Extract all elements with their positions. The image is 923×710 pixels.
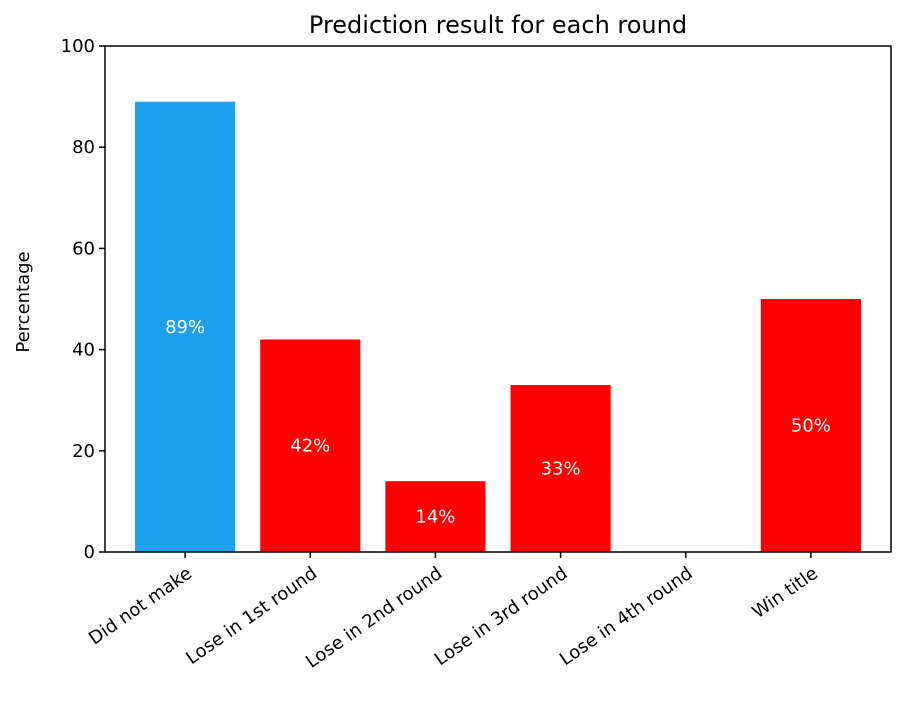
y-tick-label-2: 40 bbox=[72, 340, 95, 361]
bars-group bbox=[135, 101, 861, 552]
x-tick-label-3: Lose in 3rd round bbox=[431, 563, 572, 670]
bar-2 bbox=[385, 481, 486, 552]
x-tick-label-5: Win title bbox=[749, 563, 822, 623]
bar-5 bbox=[760, 299, 861, 552]
bar-value-label-2: 14% bbox=[415, 507, 455, 528]
plot-area-frame bbox=[104, 45, 892, 553]
x-tick-label-1: Lose in 1st round bbox=[182, 563, 321, 669]
y-axis-label: Percentage bbox=[13, 251, 34, 352]
y-tick-label-1: 20 bbox=[72, 441, 95, 462]
bar-1 bbox=[260, 339, 361, 552]
bar-3 bbox=[510, 385, 611, 552]
x-tick-label-2: Lose in 2nd round bbox=[302, 563, 446, 673]
x-tick-label-0: Did not make bbox=[85, 563, 196, 649]
y-axis-ticks: 0 20 40 60 80 100 bbox=[61, 36, 105, 563]
bar-value-label-3: 33% bbox=[541, 459, 581, 480]
bar-0 bbox=[135, 101, 236, 552]
x-tick-label-4: Lose in 4th round bbox=[556, 563, 697, 670]
y-tick-label-3: 60 bbox=[72, 238, 95, 259]
bar-value-labels: 89% 42% 14% 33% 50% bbox=[165, 317, 831, 528]
chart-title: Prediction result for each round bbox=[309, 11, 687, 39]
y-tick-label-4: 80 bbox=[72, 137, 95, 158]
bar-value-label-5: 50% bbox=[791, 416, 831, 437]
y-tick-label-5: 100 bbox=[61, 36, 95, 57]
y-tick-label-0: 0 bbox=[84, 542, 95, 563]
bar-value-label-1: 42% bbox=[290, 436, 330, 457]
bar-value-label-0: 89% bbox=[165, 317, 205, 338]
